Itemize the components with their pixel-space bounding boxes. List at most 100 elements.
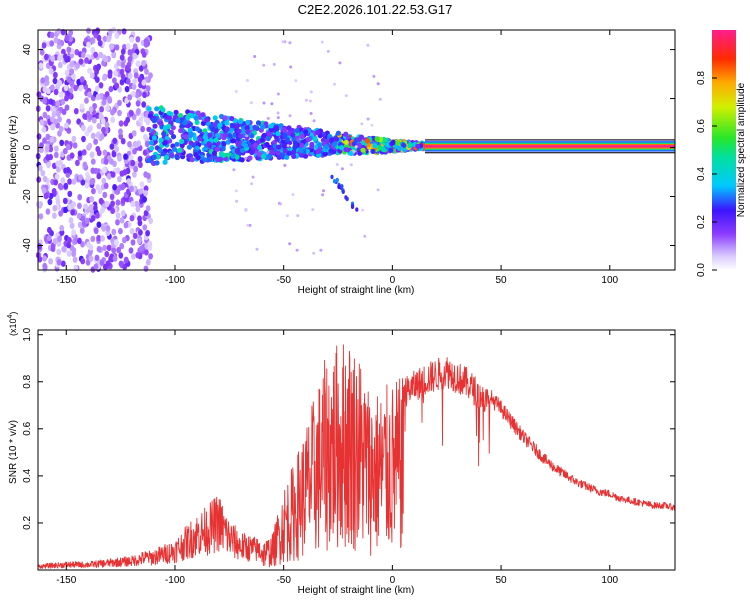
spectrogram-cell xyxy=(106,173,112,180)
spectrogram-cell xyxy=(59,224,65,232)
spectrogram-cell xyxy=(144,140,150,148)
spectrogram-cell xyxy=(321,193,325,197)
spectrogram-cell xyxy=(63,182,69,190)
spectrogram-cell xyxy=(234,148,240,154)
spectrogram-cell xyxy=(296,214,300,218)
spectrogram-cell xyxy=(158,137,164,143)
spectrogram-cell xyxy=(323,144,330,150)
snr-y-label: SNR (10 * v/v) xyxy=(8,420,19,484)
spectrogram-cell xyxy=(281,126,287,133)
spectrogram-cell xyxy=(260,124,266,130)
spectrogram-cell xyxy=(114,145,119,153)
spectrogram-cell xyxy=(160,151,166,157)
spectrogram-cell xyxy=(148,253,154,260)
spectrogram-cell xyxy=(315,149,321,155)
spectrogram-cell xyxy=(230,153,236,159)
spectrogram-cell xyxy=(104,250,110,258)
spectrogram-cell xyxy=(395,140,401,146)
spectrogram-cell xyxy=(66,46,72,53)
spectrogram-cell xyxy=(78,58,84,65)
spectrogram-cell xyxy=(119,217,125,224)
y-tick-label: 0.8 xyxy=(22,374,33,388)
spectrogram-cell xyxy=(202,157,208,163)
carrier-band xyxy=(424,145,675,148)
spectrogram-cell xyxy=(70,209,75,216)
spectrogram-cell xyxy=(255,247,259,251)
spectrogram-cell xyxy=(143,210,149,217)
spectrogram-cell xyxy=(99,133,105,140)
svg-text:(x104): (x104) xyxy=(7,312,18,336)
spectrogram-cell xyxy=(81,135,86,143)
spectrogram-cell xyxy=(111,228,117,236)
spectrogram-cell xyxy=(112,137,118,144)
spectrogram-cell xyxy=(158,120,164,127)
spectrogram-cell xyxy=(65,166,71,174)
spectrogram-cell xyxy=(131,130,137,137)
spectrogram-cell xyxy=(109,143,115,150)
spectrogram-cell xyxy=(356,142,362,148)
spectrogram-cell xyxy=(298,147,304,153)
colorbar-tick-label: 0.2 xyxy=(696,215,707,229)
spectrogram-cell xyxy=(131,83,137,90)
spectrogram-cell xyxy=(129,185,134,192)
spectrogram-cell xyxy=(57,61,63,69)
spectrogram-cell xyxy=(151,129,157,135)
spectrogram-cell xyxy=(69,61,75,68)
spectrogram-cell xyxy=(143,190,149,197)
spectrogram-cell xyxy=(129,110,134,117)
spectrogram-cell xyxy=(249,149,255,156)
spectrogram-cell xyxy=(42,111,48,119)
spectrogram-cell xyxy=(121,28,127,35)
spectrogram-cell xyxy=(135,100,141,107)
spectrogram-cell xyxy=(142,196,148,203)
spectrogram-cell xyxy=(234,89,238,93)
snr-y-scale: (x104) xyxy=(7,312,18,336)
x-tick-label: 50 xyxy=(496,575,508,586)
spectrogram-cell xyxy=(64,95,69,102)
spectrogram-cell xyxy=(93,227,99,234)
spectrogram-cell xyxy=(340,184,344,189)
spectrogram-cell xyxy=(215,132,221,139)
spectrogram-cell xyxy=(82,113,87,120)
spectrogram-cell xyxy=(87,113,93,121)
spectrogram-cell xyxy=(288,41,292,45)
spectrogram-cell xyxy=(126,178,132,185)
spectrogram-cell xyxy=(74,49,80,56)
spectrogram-cell xyxy=(56,28,62,35)
spectrogram-cell xyxy=(42,262,48,270)
spectrogram-cell xyxy=(364,138,370,144)
spectrogram-cell xyxy=(354,145,358,149)
spectrogram-cell xyxy=(331,141,337,147)
spectrogram-cell xyxy=(136,237,142,245)
spectrogram-cell xyxy=(61,245,67,253)
spectrogram-cell xyxy=(64,34,70,42)
spectrogram-cell xyxy=(303,153,309,159)
spectrogram-cell xyxy=(118,133,124,140)
spectrogram-cell xyxy=(58,184,64,191)
spectrogram-cell xyxy=(94,254,100,261)
spectrogram-cell xyxy=(54,145,59,152)
spectrogram-cell xyxy=(66,250,72,257)
spectrogram-cell xyxy=(64,104,70,111)
spectrogram-cell xyxy=(151,117,158,123)
spectrogram-cell xyxy=(341,189,345,194)
y-tick-label: 40 xyxy=(22,44,33,56)
spectrogram-cell xyxy=(71,250,77,257)
spectrogram-cell xyxy=(96,221,102,228)
spectrogram-cell xyxy=(90,46,96,54)
spectrogram-cell xyxy=(98,51,104,59)
spectrogram-cell xyxy=(69,152,75,159)
spectrogram-cell xyxy=(120,73,126,81)
x-tick-label: -150 xyxy=(56,575,76,586)
spectrogram-cell xyxy=(162,125,169,131)
spectrogram-cell xyxy=(106,244,112,251)
spectrogram-cell xyxy=(106,36,112,43)
spectrogram-x-label: Height of straight line (km) xyxy=(298,285,415,296)
spectrogram-cell xyxy=(96,245,102,253)
spectrogram-cell xyxy=(84,97,89,104)
spectrogram-cell xyxy=(135,205,141,213)
spectrogram-cell xyxy=(63,206,68,214)
spectrogram-cell xyxy=(148,217,154,225)
spectrogram-cell xyxy=(97,187,103,195)
spectrogram-cell xyxy=(103,158,109,165)
